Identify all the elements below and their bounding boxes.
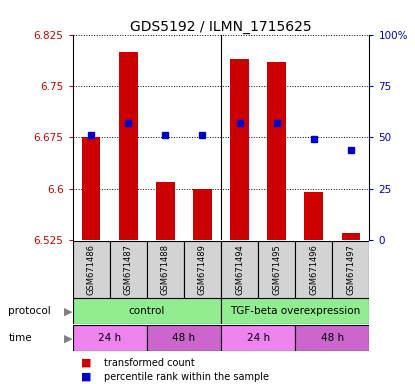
Bar xyxy=(147,325,221,351)
Bar xyxy=(147,241,184,298)
Bar xyxy=(221,298,369,324)
Text: 48 h: 48 h xyxy=(172,333,195,343)
Bar xyxy=(295,241,332,298)
Bar xyxy=(82,137,100,240)
Bar xyxy=(230,58,249,240)
Bar xyxy=(332,241,369,298)
Title: GDS5192 / ILMN_1715625: GDS5192 / ILMN_1715625 xyxy=(130,20,312,33)
Bar xyxy=(156,182,175,240)
Text: GSM671496: GSM671496 xyxy=(309,244,318,295)
Bar xyxy=(119,52,137,240)
Text: GSM671488: GSM671488 xyxy=(161,244,170,295)
Bar xyxy=(184,241,221,298)
Bar xyxy=(342,233,360,240)
Bar xyxy=(295,325,369,351)
Bar xyxy=(193,189,212,240)
Bar xyxy=(110,241,147,298)
Bar xyxy=(73,325,147,351)
Bar xyxy=(73,298,221,324)
Bar xyxy=(221,241,258,298)
Bar xyxy=(258,241,295,298)
Text: GSM671494: GSM671494 xyxy=(235,244,244,295)
Text: GSM671486: GSM671486 xyxy=(87,244,96,295)
Text: GSM671487: GSM671487 xyxy=(124,244,133,295)
Text: 48 h: 48 h xyxy=(321,333,344,343)
Text: ■: ■ xyxy=(81,372,91,382)
Text: TGF-beta overexpression: TGF-beta overexpression xyxy=(230,306,360,316)
Text: GSM671497: GSM671497 xyxy=(346,244,355,295)
Text: 24 h: 24 h xyxy=(247,333,270,343)
Bar xyxy=(267,62,286,240)
Bar xyxy=(221,325,295,351)
Text: GSM671495: GSM671495 xyxy=(272,244,281,295)
Text: time: time xyxy=(8,333,32,343)
Text: ▶: ▶ xyxy=(64,306,73,316)
Text: control: control xyxy=(129,306,165,316)
Text: 24 h: 24 h xyxy=(98,333,121,343)
Bar xyxy=(73,241,110,298)
Text: transformed count: transformed count xyxy=(104,358,195,368)
Bar xyxy=(305,192,323,240)
Text: ▶: ▶ xyxy=(64,333,73,343)
Text: protocol: protocol xyxy=(8,306,51,316)
Text: GSM671489: GSM671489 xyxy=(198,244,207,295)
Text: percentile rank within the sample: percentile rank within the sample xyxy=(104,372,269,382)
Text: ■: ■ xyxy=(81,358,91,368)
